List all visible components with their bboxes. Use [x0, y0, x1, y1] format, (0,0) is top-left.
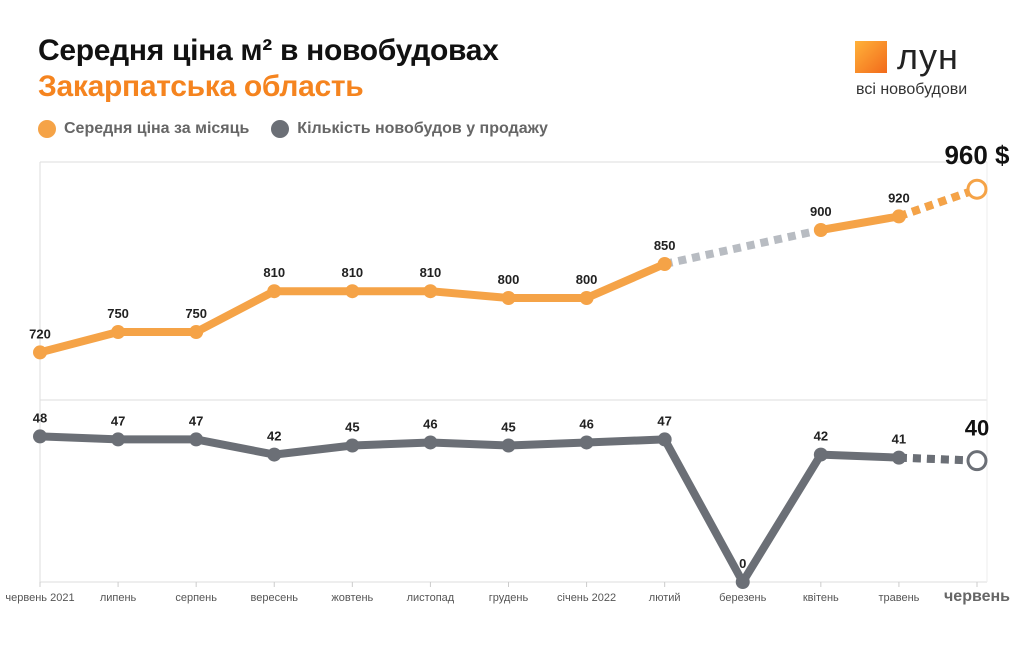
price-value-label: 750 [185, 306, 207, 321]
count-point [735, 575, 750, 589]
count-line-segment [738, 450, 825, 586]
price-line-segment [426, 287, 513, 302]
price-value-label: 800 [498, 272, 520, 287]
count-point [501, 438, 516, 453]
price-value-label: 810 [341, 265, 363, 280]
count-value-label: 47 [189, 413, 203, 428]
legend-count-label: Кількість новобудов у продажу [297, 120, 548, 137]
price-line-segment [192, 287, 279, 336]
count-value-label: 45 [345, 420, 359, 435]
count-line-segment [426, 438, 513, 450]
logo-square-icon [855, 41, 887, 73]
legend-item-price: Середня ціна за місяць [38, 120, 249, 138]
legend-price-swatch [38, 120, 56, 138]
count-point [267, 447, 282, 462]
count-value-label: 42 [267, 429, 281, 444]
legend-count-swatch [271, 120, 290, 138]
price-value-label: 810 [263, 265, 285, 280]
x-tick-label: жовтень [331, 592, 373, 604]
price-line-segment [36, 328, 123, 357]
count-value-label: 46 [423, 416, 437, 431]
count-value-label: 46 [579, 416, 593, 431]
count-line-segment [816, 450, 903, 462]
x-tick-label: листопад [407, 592, 455, 604]
x-tick-label: червень 2021 [5, 592, 74, 604]
price-point-open [966, 178, 988, 200]
price-point [33, 345, 47, 360]
x-tick-label: серпень [175, 592, 217, 604]
x-tick-label: квітень [803, 592, 839, 604]
count-line-segment [504, 438, 591, 450]
price-point [579, 291, 594, 305]
price-value-label: 850 [654, 238, 676, 253]
count-value-label: 41 [892, 432, 906, 447]
x-tick-label: лютий [649, 592, 681, 604]
x-tick-label: грудень [489, 592, 529, 604]
price-value-label: 920 [888, 190, 910, 205]
x-tick-label: січень 2022 [557, 592, 616, 604]
count-point [189, 432, 204, 447]
logo-tagline: всі новобудови [856, 81, 968, 98]
count-point [345, 438, 360, 453]
price-value-label: 810 [420, 265, 442, 280]
chart-legend: Середня ціна за місяць Кількість новобуд… [38, 120, 548, 138]
x-tick-label: вересень [251, 592, 299, 604]
x-tick-label: липень [100, 592, 137, 604]
count-point [657, 432, 672, 447]
count-line-segment [192, 435, 279, 459]
count-point [111, 432, 126, 447]
brand-logo[interactable]: лун всі новобудови [853, 36, 983, 108]
count-line-segment [898, 453, 978, 465]
price-end-value-label: 960 $ [944, 140, 1010, 170]
price-projected-segment [897, 185, 979, 221]
price-value-label: 720 [29, 326, 51, 341]
price-point [657, 257, 672, 271]
count-line-segment [270, 441, 357, 459]
count-projected-segment [898, 453, 978, 465]
x-tick-label: червень [944, 588, 1010, 605]
price-point [423, 284, 438, 299]
count-value-label: 47 [657, 413, 671, 428]
count-value-label: 0 [739, 556, 746, 571]
count-line-segment [660, 435, 747, 586]
legend-item-count: Кількість новобудов у продажу [271, 120, 548, 138]
count-line-segment [582, 435, 669, 447]
price-point [267, 284, 282, 299]
chart-title: Середня ціна м² в новобудовах [38, 34, 499, 67]
count-value-label: 48 [33, 410, 47, 425]
legend-price-label: Середня ціна за місяць [64, 120, 250, 137]
price-value-label: 800 [576, 272, 598, 287]
price-point [111, 325, 126, 339]
count-point [423, 435, 438, 450]
count-end-value-label: 40 [965, 416, 989, 441]
count-line-segment [348, 438, 435, 450]
price-value-label: 900 [810, 204, 832, 219]
count-point [813, 447, 828, 462]
price-line-segment [663, 226, 822, 268]
count-point-open [966, 450, 988, 472]
count-value-label: 45 [501, 420, 515, 435]
price-point [501, 291, 516, 305]
chart-subtitle: Закарпатська область [38, 70, 364, 103]
count-point [579, 435, 594, 450]
price-point [891, 209, 906, 224]
count-value-label: 47 [111, 413, 125, 428]
price-value-label: 750 [107, 306, 129, 321]
price-point [189, 325, 204, 339]
x-tick-label: травень [878, 592, 919, 604]
x-tick-label: березень [719, 592, 766, 604]
logo-wordmark: лун [897, 36, 959, 77]
price-line-segment [582, 260, 669, 302]
price-line-segment [816, 212, 903, 234]
price-point [813, 223, 828, 237]
count-point [33, 429, 47, 444]
count-line-segment [36, 432, 123, 444]
price-point [345, 284, 360, 299]
count-value-label: 42 [814, 429, 828, 444]
count-point [891, 450, 906, 465]
